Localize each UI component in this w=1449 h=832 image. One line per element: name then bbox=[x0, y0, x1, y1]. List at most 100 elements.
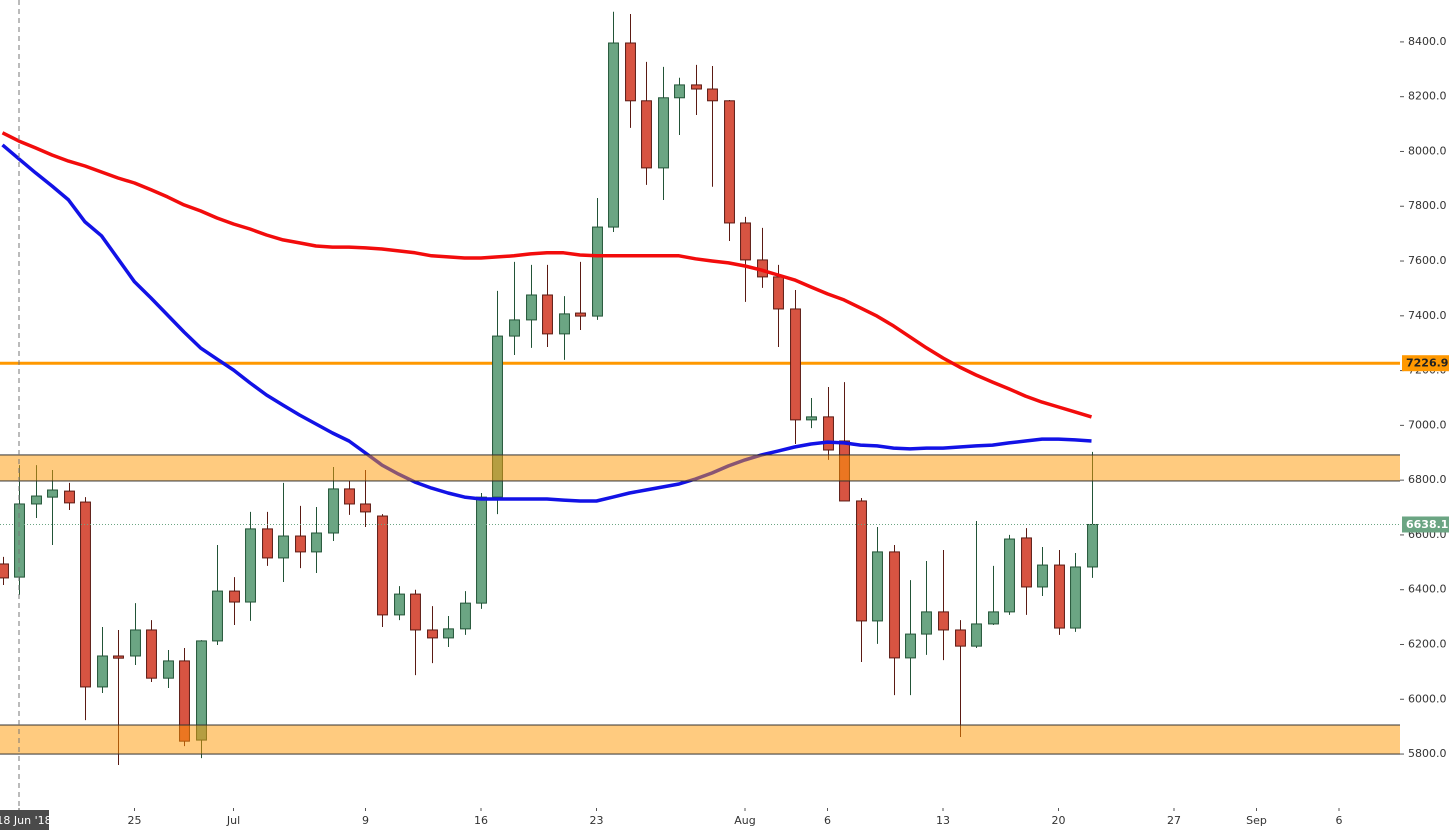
candle-body bbox=[691, 84, 702, 90]
y-tick-label: 6200.0 bbox=[1408, 637, 1447, 650]
x-tick-highlight bbox=[0, 810, 49, 830]
y-tick-label: 5800.0 bbox=[1408, 747, 1447, 760]
x-tick-label: 18 Jun '18 bbox=[0, 814, 52, 827]
plot-area bbox=[0, 0, 1400, 808]
candle-body bbox=[1070, 566, 1081, 629]
candle-body bbox=[163, 660, 174, 679]
y-tick-label: 7600.0 bbox=[1408, 254, 1447, 267]
x-tick-label: 6 bbox=[1336, 814, 1343, 827]
candle-body bbox=[1021, 537, 1032, 588]
candle-body bbox=[559, 313, 570, 335]
candle-body bbox=[245, 528, 256, 603]
candle-body bbox=[328, 488, 339, 534]
y-tick-label: 7000.0 bbox=[1408, 418, 1447, 431]
candle-body bbox=[113, 655, 124, 659]
candle-body bbox=[427, 629, 438, 639]
candle-body bbox=[806, 416, 817, 421]
candle-body bbox=[262, 528, 273, 559]
price-label-box bbox=[1402, 516, 1449, 533]
candle-body bbox=[344, 488, 355, 505]
y-tick-label: 8200.0 bbox=[1408, 90, 1447, 103]
candle-body bbox=[0, 563, 9, 579]
candle-body bbox=[724, 100, 735, 224]
candle-body bbox=[921, 611, 932, 635]
y-tick-label: 7800.0 bbox=[1408, 199, 1447, 212]
candle-body bbox=[773, 276, 784, 310]
candle-body bbox=[64, 490, 75, 504]
candle-body bbox=[509, 319, 520, 337]
candle-body bbox=[31, 495, 42, 505]
zone bbox=[0, 454, 1400, 482]
y-tick-label: 6800.0 bbox=[1408, 473, 1447, 486]
x-tick-label: 16 bbox=[474, 814, 488, 827]
candle-body bbox=[790, 308, 801, 421]
candle-body bbox=[295, 535, 306, 553]
candle-body bbox=[575, 312, 586, 317]
candle-body bbox=[1087, 523, 1098, 568]
x-tick-label: 9 bbox=[362, 814, 369, 827]
x-tick-label: 27 bbox=[1167, 814, 1181, 827]
candle-body bbox=[410, 593, 421, 631]
y-tick-label: 7400.0 bbox=[1408, 309, 1447, 322]
candle-body bbox=[476, 496, 487, 604]
y-tick-label: 8400.0 bbox=[1408, 35, 1447, 48]
x-tick-label: Aug bbox=[734, 814, 755, 827]
candle-body bbox=[674, 84, 685, 99]
candle-body bbox=[889, 551, 900, 659]
candle-body bbox=[1054, 564, 1065, 629]
candle-body bbox=[658, 97, 669, 169]
price-label-box bbox=[1402, 355, 1449, 372]
candle-body bbox=[592, 226, 603, 317]
candle-body bbox=[872, 551, 883, 622]
candle-body bbox=[394, 593, 405, 616]
candle-body bbox=[625, 42, 636, 102]
candle-body bbox=[443, 628, 454, 639]
candle-body bbox=[938, 611, 949, 631]
moving-average-line bbox=[1, 143, 1092, 503]
candle-body bbox=[1004, 538, 1015, 613]
candle-body bbox=[229, 590, 240, 603]
price-label: 7226.9 bbox=[1406, 357, 1448, 370]
candle-body bbox=[856, 500, 867, 622]
x-tick-label: 13 bbox=[936, 814, 950, 827]
candle-body bbox=[130, 629, 141, 657]
candle-body bbox=[905, 633, 916, 659]
x-tick-label: 23 bbox=[590, 814, 604, 827]
candle-body bbox=[971, 623, 982, 647]
candle-body bbox=[377, 515, 388, 616]
candle-body bbox=[823, 416, 834, 451]
candle-body bbox=[740, 222, 751, 261]
candle-body bbox=[608, 42, 619, 228]
candle-body bbox=[146, 629, 157, 679]
candle-body bbox=[360, 503, 371, 513]
x-tick-label: 6 bbox=[824, 814, 831, 827]
candle-body bbox=[212, 590, 223, 642]
x-tick-label: Jul bbox=[226, 814, 240, 827]
zone bbox=[0, 724, 1400, 755]
candle-body bbox=[1037, 564, 1048, 588]
candle-body bbox=[988, 611, 999, 625]
candle-body bbox=[542, 294, 553, 335]
candle-body bbox=[80, 501, 91, 688]
candle-body bbox=[492, 335, 503, 498]
y-tick-label: 6400.0 bbox=[1408, 583, 1447, 596]
candle-body bbox=[97, 655, 108, 688]
axes: 5800.06000.06200.06400.06600.06800.07000… bbox=[0, 35, 1449, 830]
candle-body bbox=[278, 535, 289, 559]
candle-body bbox=[311, 532, 322, 553]
x-tick-label: 20 bbox=[1052, 814, 1066, 827]
price-label: 6638.1 bbox=[1406, 518, 1448, 531]
candle-body bbox=[47, 489, 58, 498]
candle-body bbox=[526, 294, 537, 321]
x-tick-label: Sep bbox=[1246, 814, 1267, 827]
y-tick-label: 8000.0 bbox=[1408, 144, 1447, 157]
moving-average-line bbox=[1, 131, 1093, 419]
x-tick-label: 25 bbox=[128, 814, 142, 827]
candle-body bbox=[955, 629, 966, 647]
candle-body bbox=[707, 88, 718, 102]
candle-body bbox=[641, 100, 652, 169]
y-tick-label: 6000.0 bbox=[1408, 692, 1447, 705]
candle-body bbox=[460, 602, 471, 630]
